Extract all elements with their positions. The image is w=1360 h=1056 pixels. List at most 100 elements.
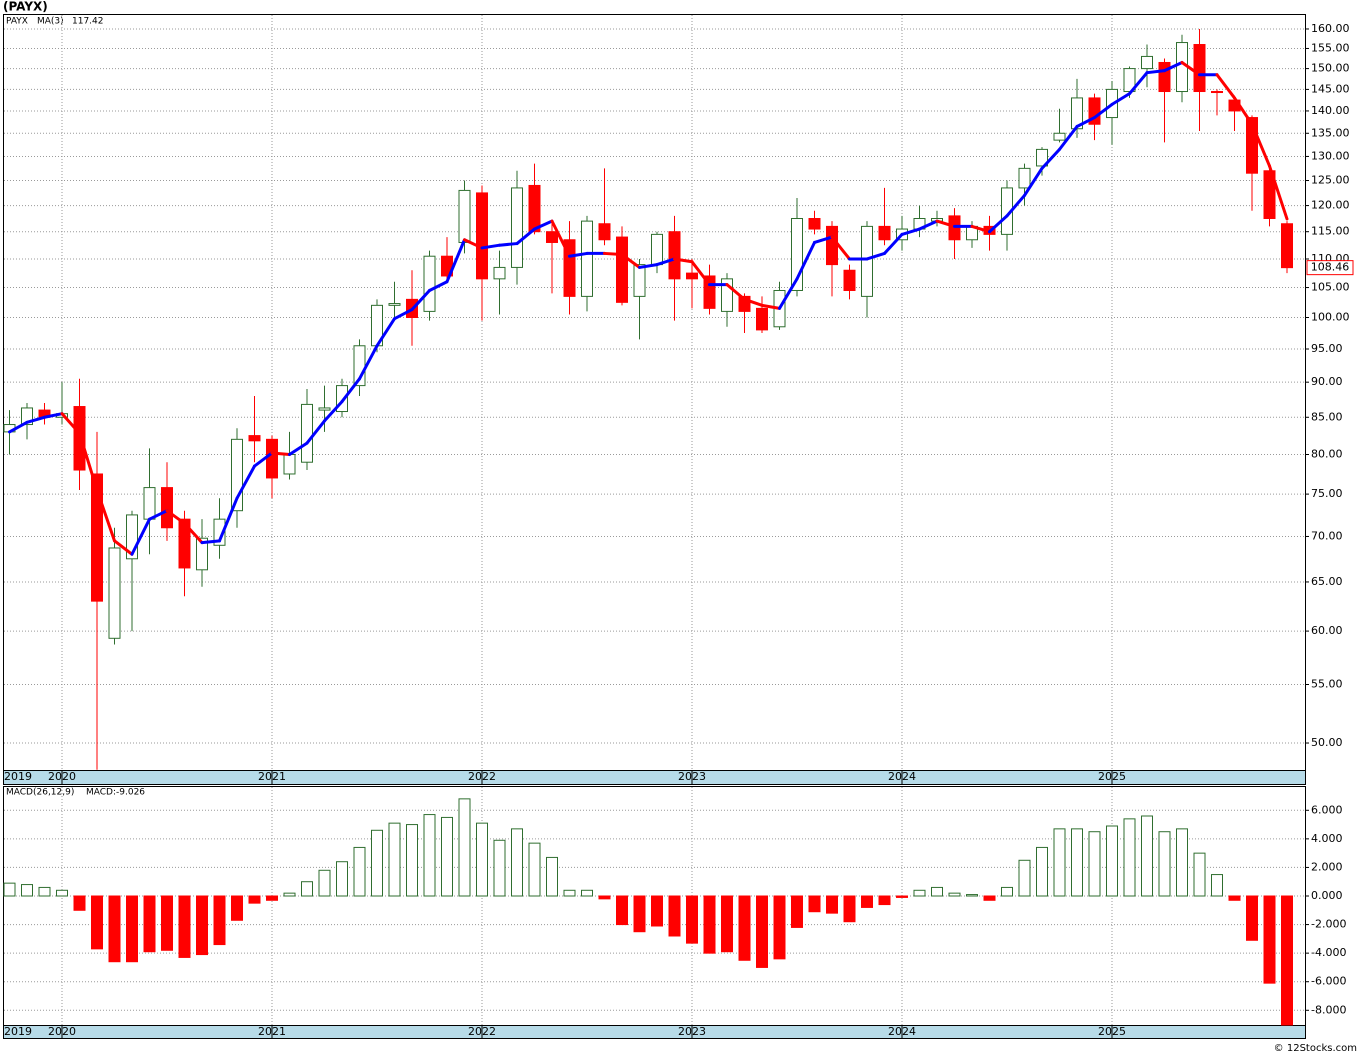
- macd-bar: [56, 889, 68, 897]
- ma-line: [813, 235, 834, 244]
- legend-symbol: PAYX: [6, 17, 28, 27]
- macd-bar: [73, 895, 86, 911]
- y-tick-label: 160.00: [1311, 22, 1350, 35]
- macd-bar: [161, 895, 173, 951]
- ma-line: [1145, 69, 1166, 75]
- candle-body: [196, 537, 208, 571]
- ma-line: [183, 521, 204, 545]
- x-tick-label: 2019: [4, 1025, 32, 1038]
- macd-bar: [248, 895, 261, 904]
- ma-line: [760, 303, 781, 310]
- macd-bar: [511, 828, 523, 897]
- y-tick-label: 80.00: [1311, 447, 1343, 460]
- macd-bar: [826, 895, 838, 914]
- macd-bar: [1106, 825, 1118, 897]
- macd-bar: [756, 895, 768, 968]
- ma-line: [480, 243, 501, 250]
- candle-body: [283, 453, 296, 475]
- macd-bar: [563, 889, 576, 897]
- macd-bar: [1158, 831, 1171, 897]
- x-tick-label: 2025: [1098, 1025, 1126, 1038]
- y-tick-label: 70.00: [1311, 529, 1343, 542]
- ma-line: [970, 224, 991, 234]
- candle-body: [633, 264, 646, 297]
- macd-bar: [406, 824, 418, 897]
- macd-bar: [861, 895, 873, 908]
- ma-line: [200, 539, 221, 545]
- candle-body: [1176, 42, 1188, 93]
- macd-bar: [21, 884, 33, 897]
- macd-bar: [686, 895, 698, 944]
- y-tick-label: 100.00: [1311, 311, 1350, 324]
- candle-body: [336, 385, 348, 413]
- ma-line: [918, 219, 939, 231]
- macd-bar: [1246, 895, 1258, 941]
- macd-bar: [178, 895, 191, 958]
- macd-bar: [703, 895, 716, 954]
- y-tick-label: 2.000: [1311, 860, 1343, 873]
- legend-ma: MA(3): [37, 17, 64, 27]
- ma-line: [463, 238, 484, 250]
- macd-bar: [301, 881, 313, 897]
- legend-ma-value: 117.42: [72, 17, 104, 27]
- macd-bar: [423, 814, 436, 897]
- macd-bar: [966, 894, 978, 897]
- ma-line: [638, 263, 659, 269]
- macd-bar: [266, 895, 278, 901]
- y-tick-label: 6.000: [1311, 803, 1343, 816]
- ma-line: [533, 219, 554, 231]
- legend-macd-value: MACD:-9.026: [86, 788, 145, 798]
- candle-body: [318, 407, 331, 411]
- y-tick-label: 115.00: [1311, 225, 1350, 238]
- macd-bar: [91, 895, 103, 950]
- ma-line: [830, 235, 851, 261]
- candle-body: [616, 236, 628, 303]
- candle-body: [143, 487, 156, 520]
- macd-bar: [528, 842, 541, 897]
- macd-bar: [1228, 895, 1241, 901]
- x-tick-label: 2022: [468, 770, 496, 783]
- macd-bar: [143, 895, 156, 953]
- macd-bar: [738, 895, 751, 961]
- macd-bar: [581, 889, 593, 897]
- legend-macd: MACD(26,12,9): [6, 788, 74, 798]
- y-tick-label: 105.00: [1311, 281, 1350, 294]
- candle-body: [738, 295, 751, 312]
- macd-bar: [283, 892, 296, 897]
- candle-body: [528, 184, 541, 233]
- ma-line: [498, 242, 519, 247]
- macd-bar: [546, 856, 558, 897]
- y-tick-label: 60.00: [1311, 624, 1343, 637]
- macd-bar: [493, 839, 506, 897]
- candle-body: [493, 266, 506, 280]
- chart-title: (PAYX): [3, 0, 48, 14]
- ma-line: [1215, 73, 1236, 100]
- macd-bar: [213, 895, 226, 946]
- candle-body: [878, 225, 891, 241]
- ma-line: [43, 412, 64, 419]
- ma-line: [795, 240, 816, 281]
- candle-body: [1088, 97, 1101, 125]
- macd-bar: [598, 895, 611, 900]
- candle-body: [651, 233, 663, 266]
- ma-line: [410, 288, 431, 312]
- macd-bar: [38, 886, 51, 897]
- y-tick-label: 65.00: [1311, 575, 1343, 588]
- macd-bar: [1071, 828, 1083, 897]
- candle-body: [563, 239, 576, 297]
- ma-line: [865, 251, 886, 261]
- y-tick-label: 50.00: [1311, 736, 1343, 749]
- ma-line: [603, 251, 624, 257]
- candle-body: [423, 255, 436, 312]
- candle-body: [861, 225, 873, 297]
- x-tick-label: 2022: [468, 1025, 496, 1038]
- macd-bar: [633, 895, 646, 933]
- candle-body: [1036, 148, 1048, 167]
- macd-bar: [1211, 874, 1223, 897]
- ma-line: [743, 297, 764, 307]
- macd-bar: [1018, 859, 1031, 897]
- candle-body: [1281, 223, 1293, 269]
- ma-line: [305, 419, 326, 445]
- macd-bar: [843, 895, 856, 923]
